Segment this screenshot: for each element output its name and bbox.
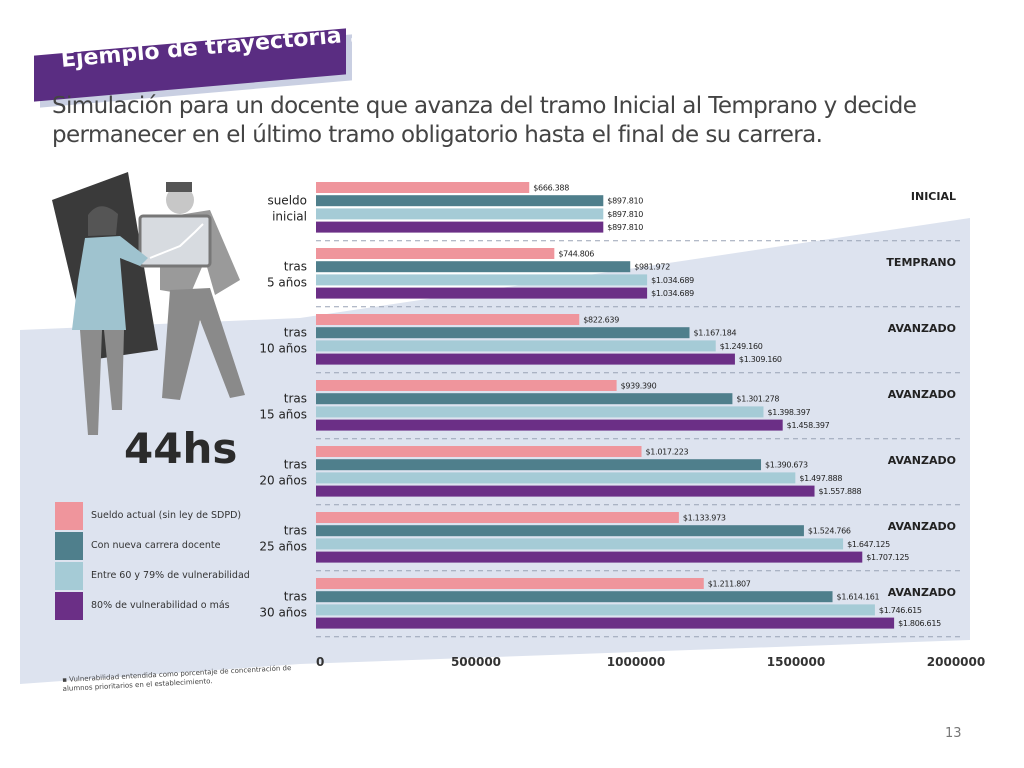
bar: [316, 472, 796, 484]
bar-value-label: $1.497.888: [799, 474, 842, 483]
bar: [316, 617, 895, 629]
bar: [316, 551, 863, 563]
teachers-illustration: [52, 172, 245, 435]
bar-value-label: $1.614.161: [837, 593, 880, 602]
group-label-line1: tras: [284, 589, 307, 603]
bar: [316, 512, 679, 523]
bar-value-label: $666.388: [533, 184, 569, 193]
bar: [316, 340, 716, 352]
tramo-label: TEMPRANO: [886, 256, 956, 269]
bar: [316, 485, 815, 497]
bar-value-label: $1.133.973: [683, 514, 726, 523]
x-tick-label: 1000000: [607, 655, 665, 669]
bar-value-label: $1.167.184: [693, 329, 736, 338]
bar: [316, 525, 804, 537]
bar: [316, 406, 764, 418]
bar-value-label: $939.390: [621, 382, 657, 391]
bar: [316, 208, 604, 220]
bar: [316, 261, 631, 273]
bar: [316, 221, 604, 233]
bar-value-label: $1.458.397: [787, 421, 830, 430]
bar-value-label: $1.647.125: [847, 540, 890, 549]
bar: [316, 274, 648, 286]
legend-label: 80% de vulnerabilidad o más: [91, 600, 230, 611]
bar: [316, 195, 604, 207]
bar-value-label: $822.639: [583, 316, 619, 325]
tramo-label: AVANZADO: [888, 322, 956, 335]
bar-value-label: $1.806.615: [898, 619, 941, 628]
group-label-line1: tras: [284, 325, 307, 339]
bar: [316, 248, 555, 259]
salary-bar-chart: $666.388 $897.810 $897.810 $897.810 sueldo in…: [259, 182, 985, 669]
legend-swatch: [55, 592, 83, 620]
bar-value-label: $1.034.689: [651, 289, 694, 298]
bar: [316, 287, 648, 299]
bar: [316, 446, 642, 457]
group-label-line1: sueldo: [267, 193, 307, 207]
tramo-label: AVANZADO: [888, 586, 956, 599]
group-label-line2: 25 años: [259, 539, 307, 553]
bar: [316, 604, 875, 616]
bar-value-label: $1.398.397: [767, 408, 810, 417]
bar-value-label: $1.746.615: [879, 606, 922, 615]
bar: [316, 393, 733, 405]
x-tick-label: 500000: [451, 655, 501, 669]
legend-swatch: [55, 532, 83, 560]
bar: [316, 182, 530, 193]
bar-value-label: $1.211.807: [708, 580, 751, 589]
legend-label: Entre 60 y 79% de vulnerabilidad: [91, 570, 250, 581]
tramo-label: INICIAL: [911, 190, 956, 203]
legend-label: Sueldo actual (sin ley de SDPD): [91, 510, 242, 521]
x-tick-label: 2000000: [927, 655, 985, 669]
group-label-line1: tras: [284, 391, 307, 405]
bar-value-label: $1.301.278: [736, 395, 779, 404]
bar-value-label: $1.309.160: [739, 355, 782, 364]
page-number: 13: [945, 726, 962, 741]
bar-value-label: $1.524.766: [808, 527, 851, 536]
bar-value-label: $1.017.223: [646, 448, 689, 457]
tramo-label: AVANZADO: [888, 388, 956, 401]
legend-swatch: [55, 502, 83, 530]
bar-value-label: $897.810: [607, 210, 643, 219]
bar-value-label: $1.707.125: [866, 553, 909, 562]
group-label-line1: tras: [284, 259, 307, 273]
group-label-line2: inicial: [272, 209, 307, 223]
x-tick-label: 1500000: [767, 655, 825, 669]
group-label-line2: 20 años: [259, 473, 307, 487]
bar: [316, 314, 580, 325]
bar: [316, 591, 833, 603]
legend-label: Con nueva carrera docente: [91, 540, 221, 551]
tramo-label: AVANZADO: [888, 520, 956, 533]
bar: [316, 353, 735, 365]
bar-value-label: $981.972: [634, 263, 670, 272]
bar: [316, 327, 690, 339]
group-label-line1: tras: [284, 457, 307, 471]
bar-value-label: $1.390.673: [765, 461, 808, 470]
bar: [316, 459, 762, 471]
bar-value-label: $897.810: [607, 223, 643, 232]
group-label-line2: 10 años: [259, 341, 307, 355]
tramo-label: AVANZADO: [888, 454, 956, 467]
bar: [316, 419, 783, 431]
x-tick-label: 0: [316, 655, 324, 669]
bar: [316, 578, 704, 589]
group-label-line2: 15 años: [259, 407, 307, 421]
hours-label: 44hs: [124, 424, 238, 473]
bar: [316, 380, 617, 391]
bar-value-label: $1.034.689: [651, 276, 694, 285]
legend-swatch: [55, 562, 83, 590]
bar: [316, 538, 844, 550]
bar-value-label: $1.557.888: [819, 487, 862, 496]
group-label-line1: tras: [284, 523, 307, 537]
subtitle: Simulación para un docente que avanza de…: [52, 93, 917, 148]
bar-value-label: $744.806: [558, 250, 594, 259]
bar-value-label: $1.249.160: [720, 342, 763, 351]
group-label-line2: 30 años: [259, 605, 307, 619]
group-label-line2: 5 años: [267, 275, 307, 289]
bar-value-label: $897.810: [607, 197, 643, 206]
